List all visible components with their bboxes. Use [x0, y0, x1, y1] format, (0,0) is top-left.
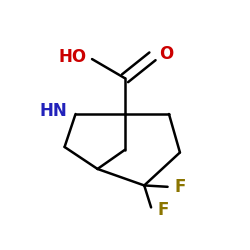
Text: F: F: [158, 201, 169, 219]
Text: HN: HN: [40, 102, 67, 120]
Text: F: F: [174, 178, 186, 196]
Text: HO: HO: [58, 48, 86, 66]
Text: O: O: [159, 45, 174, 63]
